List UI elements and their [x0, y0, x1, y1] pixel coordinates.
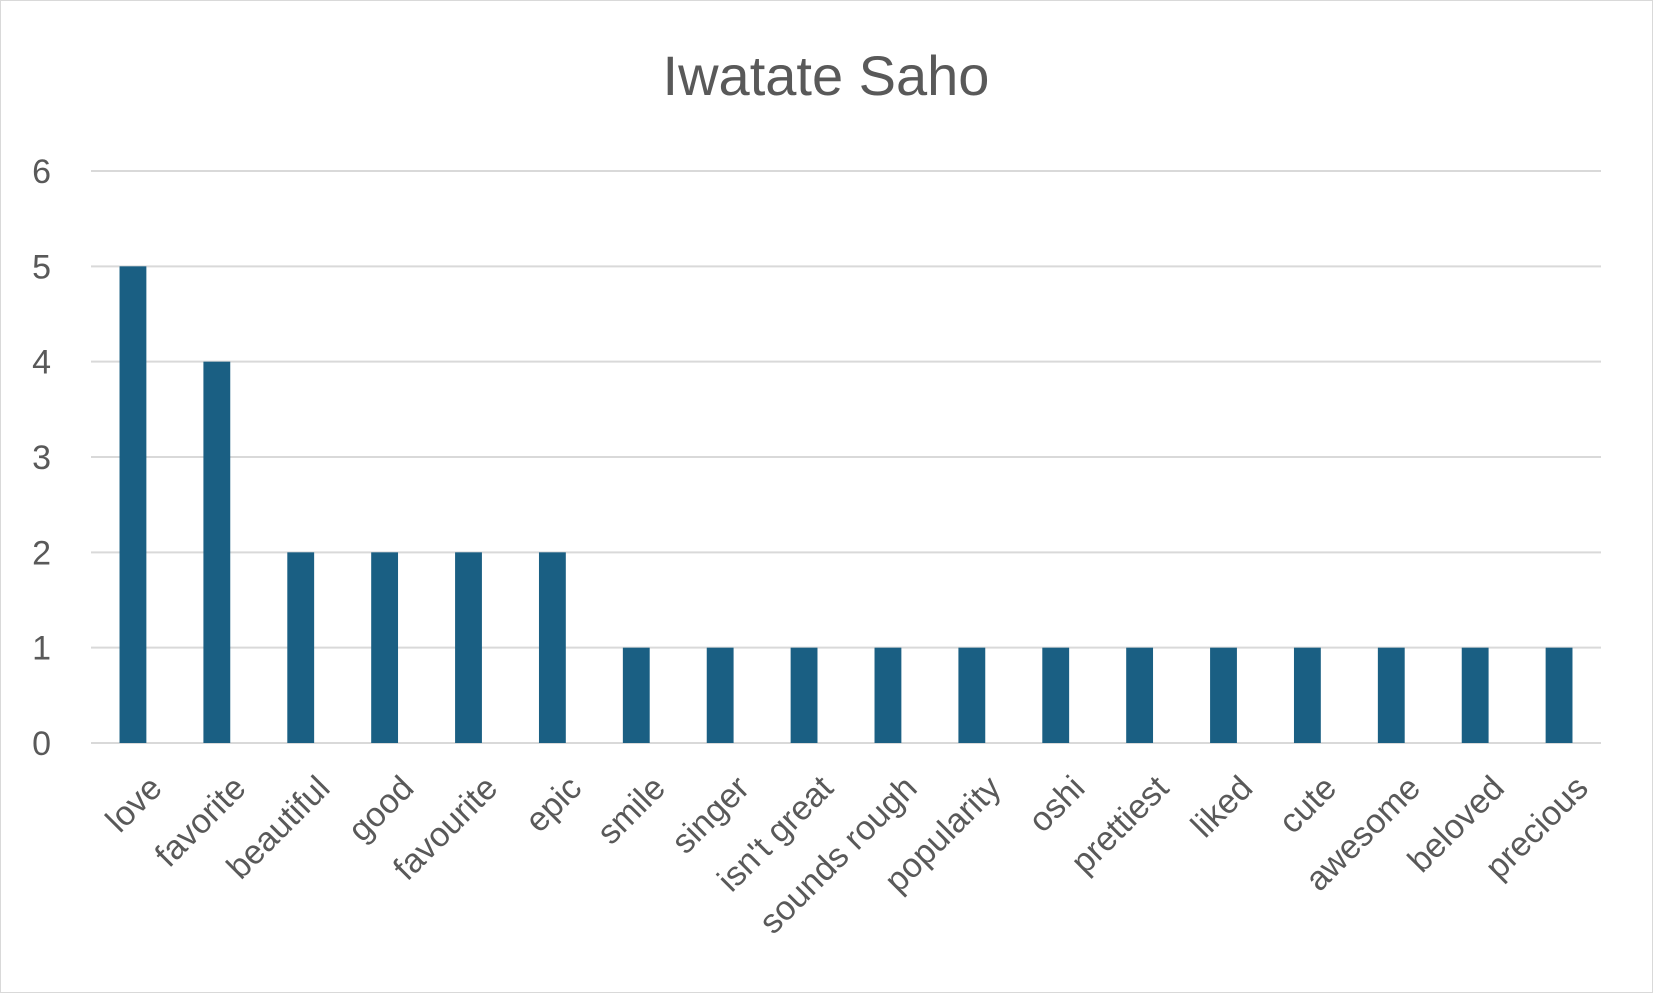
bar-cute: [1293, 647, 1321, 743]
y-tick-label: 5: [32, 248, 51, 286]
bar-favourite: [455, 552, 482, 743]
y-tick-label: 6: [32, 153, 51, 191]
bar-popularity: [958, 647, 986, 743]
y-tick-label: 4: [32, 344, 51, 382]
x-tick-label: epic: [518, 769, 589, 840]
bar-beloved: [1461, 647, 1489, 743]
x-tick-label: cute: [1272, 769, 1344, 841]
chart-title: Iwatate Saho: [663, 44, 990, 107]
bar-precious: [1545, 647, 1573, 743]
x-tick-label: oshi: [1021, 769, 1092, 840]
bar-liked: [1210, 647, 1237, 743]
bar-singer: [706, 647, 734, 743]
gridlines: [91, 170, 1601, 744]
x-tick-label: love: [99, 769, 170, 840]
bar-awesome: [1377, 647, 1405, 743]
y-axis-ticks: 0 1 2 3 4 5 6: [32, 153, 51, 763]
x-tick-label: smile: [590, 769, 673, 852]
bar-smile: [622, 647, 650, 743]
bar-love: [119, 266, 147, 743]
bar-beautiful: [287, 552, 315, 743]
bar-favorite: [203, 361, 231, 743]
y-tick-label: 1: [32, 630, 51, 668]
bar-good: [371, 552, 399, 743]
y-tick-label: 2: [32, 534, 51, 572]
bar-sounds-rough: [874, 647, 902, 743]
bars: [119, 266, 1573, 743]
bar-prettiest: [1126, 647, 1154, 743]
y-tick-label: 3: [32, 439, 51, 477]
bar-oshi: [1042, 647, 1070, 743]
y-tick-label: 0: [32, 725, 51, 763]
bar-isn-t-great: [790, 647, 818, 743]
bar-epic: [538, 552, 566, 743]
x-tick-label: liked: [1184, 769, 1260, 845]
